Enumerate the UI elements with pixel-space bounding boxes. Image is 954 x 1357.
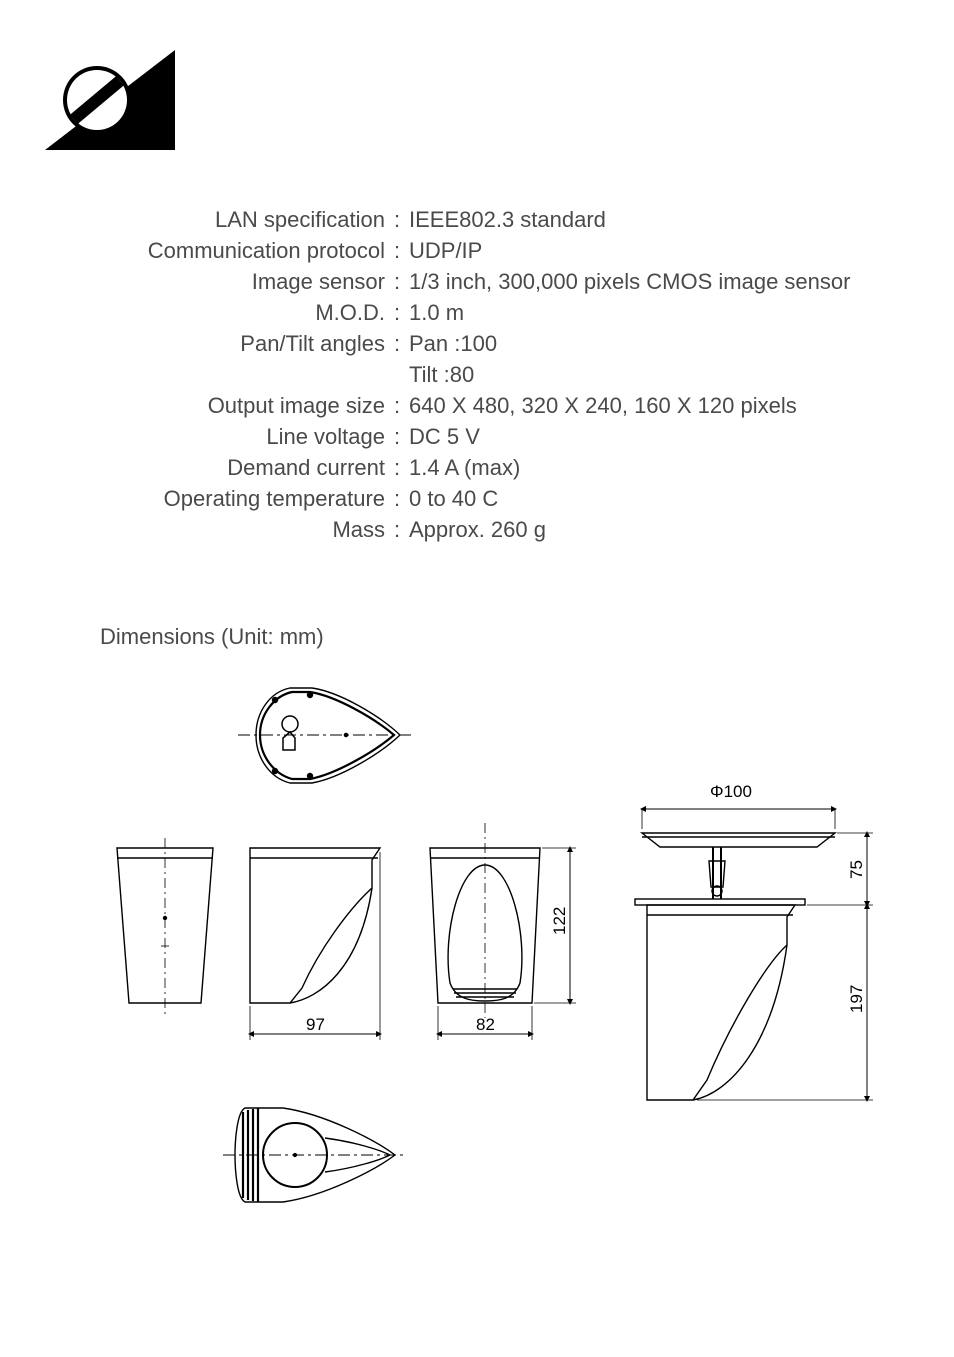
spec-value: UDP/IP	[409, 236, 482, 265]
spec-label: LAN specification	[65, 205, 385, 234]
spec-label: Communication protocol	[65, 236, 385, 265]
technical-drawings: 97 82	[105, 680, 909, 1245]
spec-row: Tilt :80	[65, 360, 909, 389]
dim-label-75: 75	[847, 860, 866, 879]
spec-value: Pan :100	[409, 329, 497, 358]
spec-label: Image sensor	[65, 267, 385, 296]
spec-row: Output image size : 640 X 480, 320 X 240…	[65, 391, 909, 420]
spec-value: 1.0 m	[409, 298, 464, 327]
brand-logo	[45, 50, 175, 150]
spec-colon: :	[385, 484, 409, 513]
spec-label: Demand current	[65, 453, 385, 482]
spec-value: IEEE802.3 standard	[409, 205, 606, 234]
spec-label: Output image size	[65, 391, 385, 420]
spec-colon: :	[385, 298, 409, 327]
dim-label-197: 197	[847, 985, 866, 1013]
spec-colon: :	[385, 236, 409, 265]
spec-row: M.O.D. : 1.0 m	[65, 298, 909, 327]
spec-colon: :	[385, 515, 409, 544]
spec-value: 1.4 A (max)	[409, 453, 520, 482]
spec-row: Communication protocol : UDP/IP	[65, 236, 909, 265]
spec-row: LAN specification : IEEE802.3 standard	[65, 205, 909, 234]
spec-row: Pan/Tilt angles : Pan :100	[65, 329, 909, 358]
spec-label: Line voltage	[65, 422, 385, 451]
spec-value: 640 X 480, 320 X 240, 160 X 120 pixels	[409, 391, 797, 420]
page: LAN specification : IEEE802.3 standard C…	[0, 0, 954, 1305]
spec-colon: :	[385, 329, 409, 358]
spec-value: 1/3 inch, 300,000 pixels CMOS image sens…	[409, 267, 850, 296]
spec-colon: :	[385, 453, 409, 482]
spec-colon: :	[385, 205, 409, 234]
dim-label-82: 82	[476, 1015, 495, 1034]
spec-label: Pan/Tilt angles	[65, 329, 385, 358]
dim-label-97: 97	[306, 1015, 325, 1034]
spec-value: Tilt :80	[409, 360, 474, 389]
spec-colon	[385, 360, 409, 389]
specifications-list: LAN specification : IEEE802.3 standard C…	[65, 205, 909, 544]
dim-label-122: 122	[550, 907, 569, 935]
spec-label: Mass	[65, 515, 385, 544]
spec-row: Operating temperature : 0 to 40 C	[65, 484, 909, 513]
dim-label-phi100: Φ100	[710, 782, 752, 801]
spec-row: Line voltage : DC 5 V	[65, 422, 909, 451]
spec-colon: :	[385, 422, 409, 451]
spec-colon: :	[385, 391, 409, 420]
spec-row: Image sensor : 1/3 inch, 300,000 pixels …	[65, 267, 909, 296]
spec-label: M.O.D.	[65, 298, 385, 327]
spec-value: Approx. 260 g	[409, 515, 546, 544]
dimensions-heading: Dimensions (Unit: mm)	[100, 624, 909, 650]
spec-row: Demand current : 1.4 A (max)	[65, 453, 909, 482]
spec-label	[65, 360, 385, 389]
spec-value: DC 5 V	[409, 422, 480, 451]
spec-colon: :	[385, 267, 409, 296]
spec-value: 0 to 40 C	[409, 484, 498, 513]
spec-label: Operating temperature	[65, 484, 385, 513]
spec-row: Mass : Approx. 260 g	[65, 515, 909, 544]
